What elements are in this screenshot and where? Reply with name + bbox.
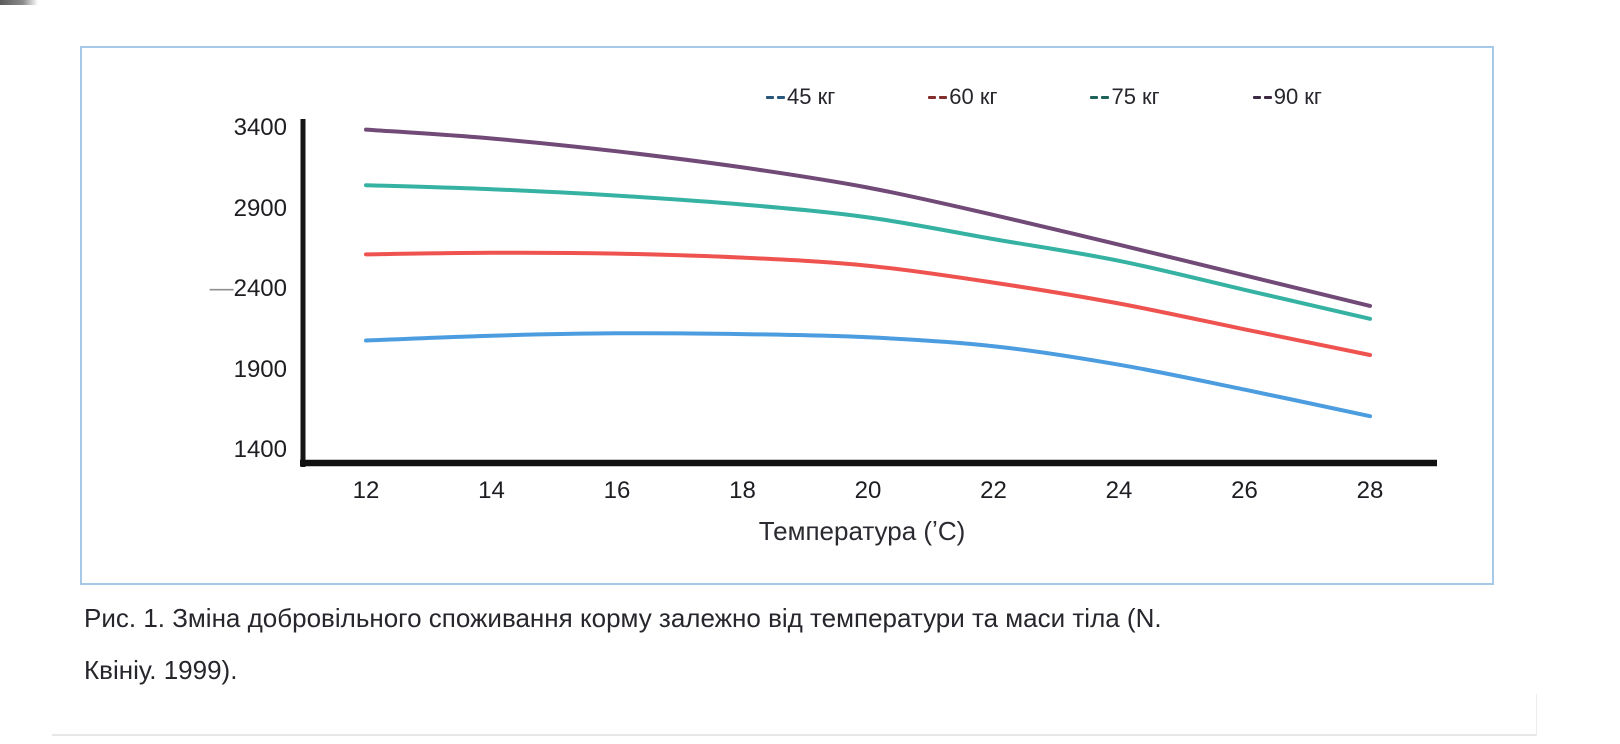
y-tick-value: 1400 xyxy=(233,436,287,463)
x-tick-label: 14 xyxy=(478,477,505,504)
series-line-90-кг xyxy=(364,127,1372,308)
y-tick-label: 2900 xyxy=(142,195,287,223)
bottom-divider xyxy=(52,734,1537,736)
y-tick-label: 1400 xyxy=(142,436,287,464)
legend-dash-icon xyxy=(766,95,785,99)
caption-line-2: Квініу. 1999). xyxy=(84,655,238,685)
legend-dash-icon xyxy=(1090,95,1110,99)
line-chart xyxy=(300,119,1437,467)
x-tick-label: 18 xyxy=(729,477,756,504)
x-tick-label: 12 xyxy=(352,477,380,504)
y-tick-label: 1900 xyxy=(142,356,287,384)
legend-item-75-кг: 75 кг xyxy=(1090,84,1160,110)
figure-caption: Рис. 1. Зміна добровільного споживання к… xyxy=(84,592,1162,696)
top-edge-artifact xyxy=(0,0,38,5)
x-tick-label: 28 xyxy=(1356,477,1384,504)
y-tick-value: 1900 xyxy=(233,355,287,383)
legend-label: 60 кг xyxy=(949,84,998,109)
x-tick-label: 16 xyxy=(603,477,631,504)
series-line-60-кг xyxy=(364,250,1372,357)
caption-line-1: Рис. 1. Зміна добровільного споживання к… xyxy=(84,603,1162,633)
y-tick-value: 2900 xyxy=(233,194,287,222)
y-tick-label: —2400 xyxy=(142,275,287,303)
right-edge-line xyxy=(1536,694,1537,736)
legend-item-60-кг: 60 кг xyxy=(928,84,997,110)
y-tick-label: 3400 xyxy=(142,114,287,142)
y-tick-value: 2400 xyxy=(233,275,287,302)
legend-dash-icon xyxy=(1252,95,1272,99)
x-tick-label: 26 xyxy=(1231,477,1258,504)
x-tick-label: 22 xyxy=(980,477,1007,504)
legend-label: 90 кг xyxy=(1273,84,1322,109)
x-axis-title: Температура (ʼC) xyxy=(758,516,966,546)
legend-label: 45 кг xyxy=(787,84,836,109)
chart-legend: 45 кг 60 кг 75 кг 90 кг xyxy=(766,84,1322,110)
x-tick-label: 20 xyxy=(854,477,882,504)
legend-dash-icon xyxy=(928,95,948,99)
legend-label: 75 кг xyxy=(1111,84,1160,109)
y-tick-value: 3400 xyxy=(233,114,287,141)
y-axis-dash-artifact: — xyxy=(209,275,234,302)
x-tick-label: 24 xyxy=(1105,477,1133,504)
figure-panel: 45 кг 60 кг 75 кг 90 кг 3400 2900 —2400 1900 14… xyxy=(80,46,1494,585)
legend-item-45-кг: 45 кг xyxy=(766,84,835,110)
legend-item-90-кг: 90 кг xyxy=(1252,84,1322,110)
series-line-75-кг xyxy=(364,183,1372,321)
series-line-45-кг xyxy=(364,331,1372,419)
